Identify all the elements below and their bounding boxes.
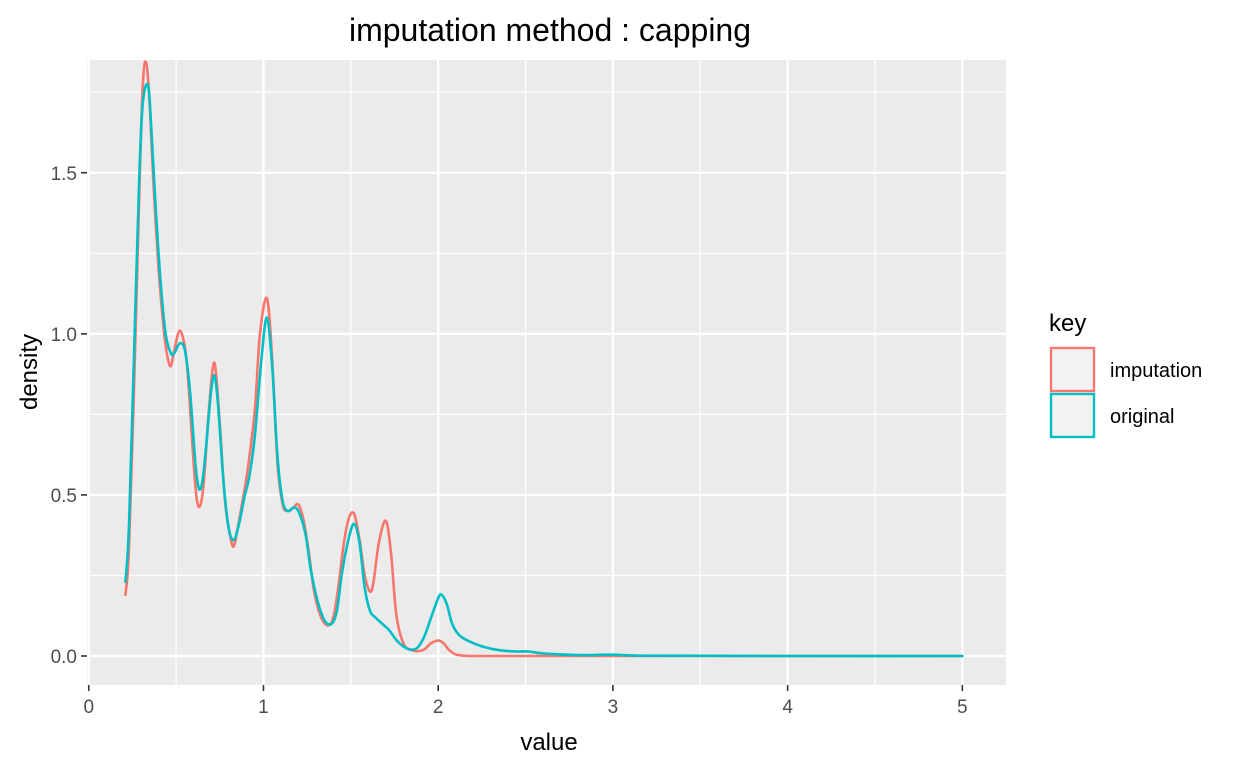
x-axis: 0 1 2 3 4 5 (83, 685, 968, 718)
legend: key imputation original (1049, 310, 1202, 439)
legend-label-imputation: imputation (1110, 360, 1202, 382)
legend-items: imputation original (1049, 346, 1202, 439)
x-tick-label: 4 (782, 697, 793, 718)
grid-major (87, 60, 1006, 685)
x-axis-title: value (520, 729, 577, 756)
y-tick-label: 1.0 (51, 325, 77, 346)
y-tick-label: 0.5 (51, 486, 77, 507)
x-tick-label: 3 (608, 697, 619, 718)
x-tick-label: 0 (83, 697, 94, 718)
plot-panel (87, 60, 1006, 685)
x-tick-label: 1 (258, 697, 269, 718)
grid-minor (87, 60, 1006, 685)
chart-title: imputation method : capping (349, 12, 751, 48)
series-layer (124, 60, 964, 658)
legend-key-original (1049, 392, 1096, 439)
x-tick-label: 5 (957, 697, 968, 718)
y-tick-label: 0.0 (51, 647, 77, 668)
legend-label-original: original (1110, 406, 1174, 428)
y-axis: 0.0 0.5 1.0 1.5 (51, 164, 87, 668)
y-tick-label: 1.5 (51, 164, 77, 185)
legend-title: key (1049, 310, 1086, 337)
legend-key-imputation (1049, 346, 1096, 393)
series-line-original (124, 82, 964, 658)
x-tick-label: 2 (433, 697, 444, 718)
y-axis-title: density (16, 334, 43, 410)
